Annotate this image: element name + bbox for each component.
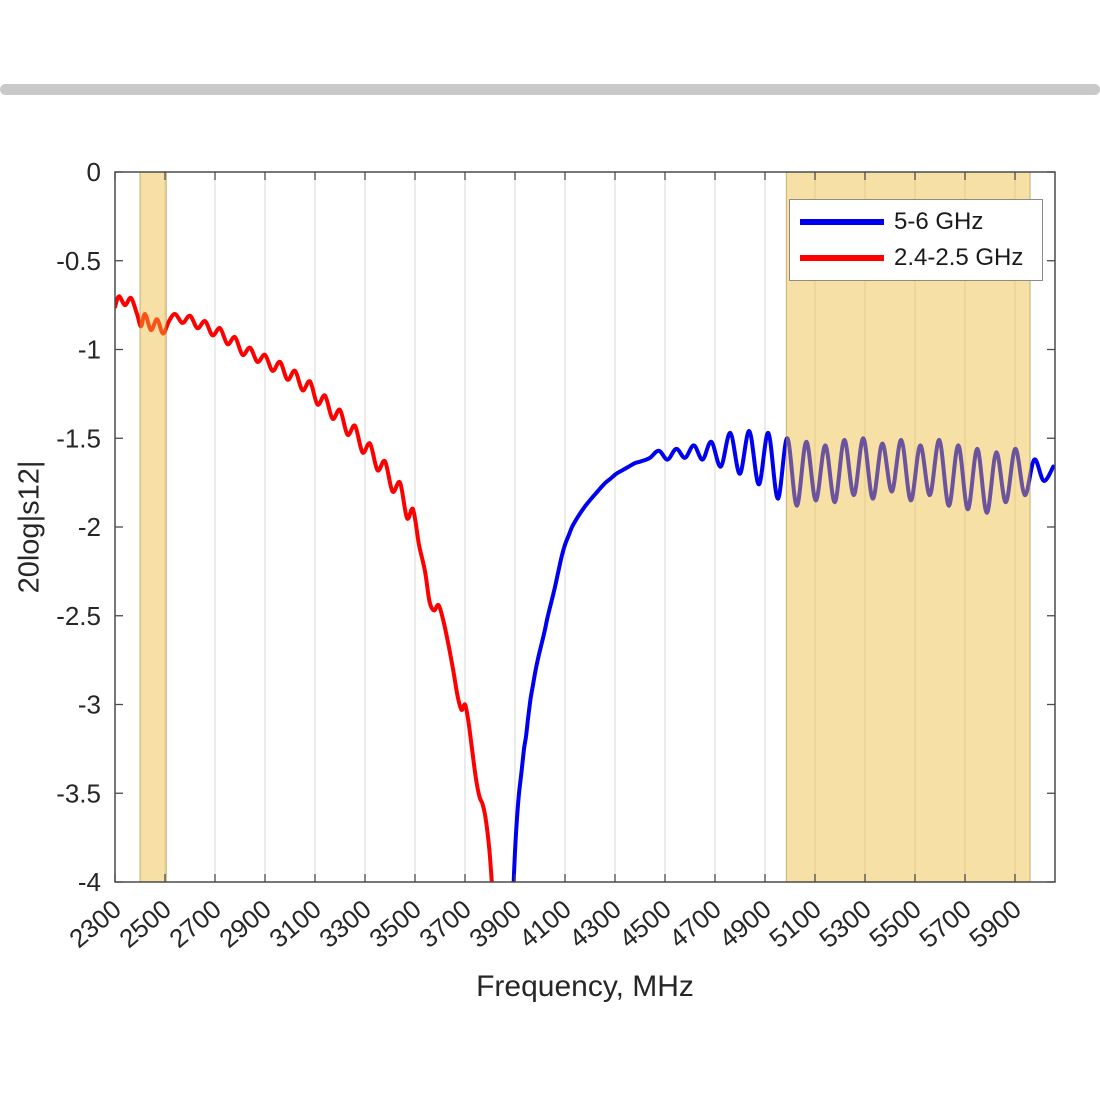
svg-text:2900: 2900 xyxy=(213,894,277,954)
svg-text:3300: 3300 xyxy=(313,894,377,954)
y-tick-labels: 0 -0.5 -1 -1.5 -2 -2.5 -3 -3.5 -4 xyxy=(56,157,101,897)
svg-text:3700: 3700 xyxy=(413,894,477,954)
svg-text:2500: 2500 xyxy=(113,894,177,954)
svg-text:-4: -4 xyxy=(78,867,101,897)
svg-text:-2: -2 xyxy=(78,512,101,542)
legend-box: 5-6 GHz 2.4-2.5 GHz xyxy=(789,199,1043,281)
svg-text:5700: 5700 xyxy=(913,894,977,954)
svg-text:3100: 3100 xyxy=(263,894,327,954)
svg-text:3900: 3900 xyxy=(463,894,527,954)
window-divider-bar xyxy=(0,84,1100,95)
svg-text:4300: 4300 xyxy=(563,894,627,954)
svg-text:5300: 5300 xyxy=(813,894,877,954)
svg-text:-1.5: -1.5 xyxy=(56,423,101,453)
svg-text:4700: 4700 xyxy=(663,894,727,954)
legend-label-2.4-2.5ghz: 2.4-2.5 GHz xyxy=(894,244,1024,271)
svg-text:4900: 4900 xyxy=(713,894,777,954)
x-gridlines xyxy=(164,172,1016,882)
svg-text:4100: 4100 xyxy=(513,894,577,954)
highlight-bands xyxy=(139,171,1031,883)
svg-text:2700: 2700 xyxy=(163,894,227,954)
svg-text:-0.5: -0.5 xyxy=(56,246,101,276)
x-axis-label: Frequency, MHz xyxy=(476,970,694,1003)
legend-label-5-6ghz: 5-6 GHz xyxy=(894,208,984,235)
svg-text:5500: 5500 xyxy=(863,894,927,954)
series-curves xyxy=(115,294,1055,882)
svg-text:3500: 3500 xyxy=(363,894,427,954)
legend-entry-2.4-2.5ghz: 2.4-2.5 GHz xyxy=(800,244,1032,271)
svg-text:4500: 4500 xyxy=(613,894,677,954)
x-tick-labels: 2300250027002900310033003500370039004100… xyxy=(63,894,1027,954)
svg-text:-3.5: -3.5 xyxy=(56,778,101,808)
axes-box xyxy=(114,171,1056,883)
svg-text:-1: -1 xyxy=(78,335,101,365)
svg-text:-2.5: -2.5 xyxy=(56,601,101,631)
y-axis-label: 20log|s12| xyxy=(13,460,46,594)
legend-line-blue xyxy=(800,219,884,225)
legend-entry-5-6ghz: 5-6 GHz xyxy=(800,208,1032,235)
svg-text:-3: -3 xyxy=(78,690,101,720)
svg-text:5100: 5100 xyxy=(763,894,827,954)
legend-line-red xyxy=(800,255,884,261)
svg-text:0: 0 xyxy=(87,157,101,187)
svg-text:5900: 5900 xyxy=(963,894,1027,954)
svg-text:2300: 2300 xyxy=(63,894,127,954)
